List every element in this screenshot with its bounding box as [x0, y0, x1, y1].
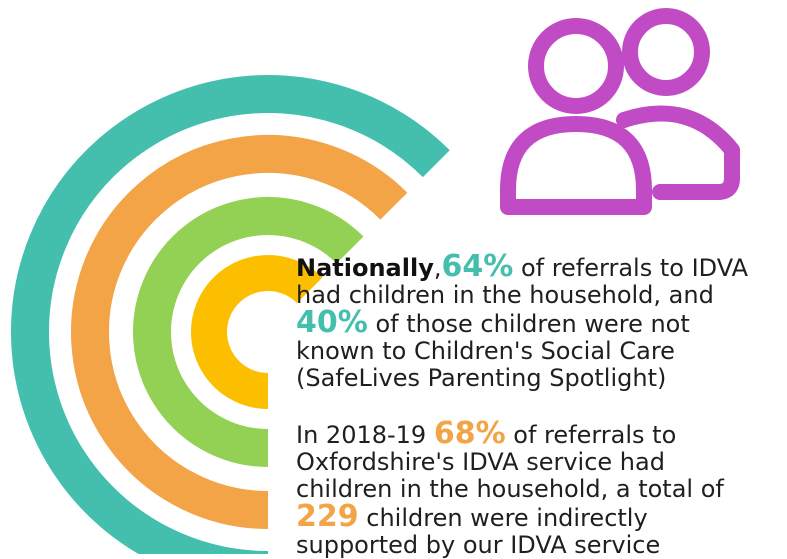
teal-arc [11, 75, 450, 554]
national-percent-unknown: 40% [296, 305, 368, 340]
local-line-4-text: children were indirectly [358, 504, 648, 532]
local-line-4: 229 children were indirectly [296, 502, 724, 532]
local-statistic-paragraph: In 2018-19 68% of referrals to Oxfordshi… [296, 419, 724, 559]
national-line-4: known to Children's Social Care [296, 337, 675, 365]
label-separator: , [433, 254, 442, 282]
local-line-2: Oxfordshire's IDVA service had [296, 448, 665, 476]
national-percent-children: 64% [441, 249, 514, 284]
green-arc [133, 197, 364, 467]
local-line-5: supported by our IDVA service [296, 531, 661, 559]
children-count: 229 [296, 499, 359, 534]
nationally-label: Nationally [296, 254, 434, 282]
concentric-arcs [11, 75, 450, 554]
people-icon [500, 8, 740, 215]
local-percent-children: 68% [433, 416, 506, 451]
local-line-1: In 2018-19 68% of referrals to [296, 419, 724, 449]
yellow-arc [191, 255, 323, 409]
local-line-1-text: of referrals to [505, 421, 677, 449]
national-line-2: had children in the household, and [296, 281, 714, 309]
national-source: (SafeLives Parenting Spotlight) [296, 364, 667, 392]
orange-arc [71, 135, 408, 529]
national-line-1-text: of referrals to IDVA [513, 254, 749, 282]
national-line-1: Nationally,64% of referrals to IDVA [296, 252, 749, 282]
local-year-prefix: In 2018-19 [296, 421, 434, 449]
national-line-3: 40% of those children were not [296, 308, 748, 338]
national-line-3-text: of those children were not [367, 310, 690, 338]
national-statistic-paragraph: Nationally,64% of referrals to IDVA had … [296, 252, 749, 392]
local-line-3: children in the household, a total of [296, 475, 724, 503]
